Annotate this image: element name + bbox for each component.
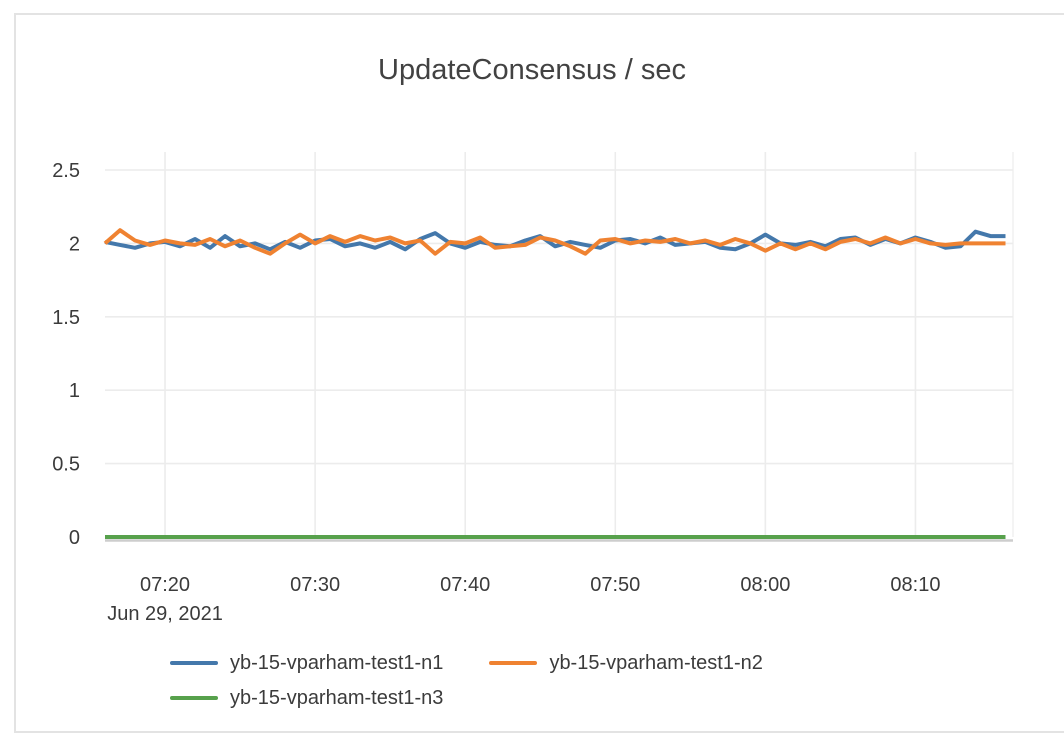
x-tick-label: 07:40 xyxy=(440,574,490,596)
legend-label-n1: yb-15-vparham-test1-n1 xyxy=(230,651,444,674)
x-tick-label: 07:50 xyxy=(590,574,640,596)
x-tick-label: 07:30 xyxy=(290,574,340,596)
legend-item-n2[interactable]: yb-15-vparham-test1-n2 xyxy=(489,646,763,680)
y-tick-label: 0 xyxy=(69,527,80,549)
chart-card xyxy=(14,13,1064,733)
y-tick-label: 1 xyxy=(69,380,80,402)
legend-label-n2: yb-15-vparham-test1-n2 xyxy=(549,651,763,674)
x-tick-label: 07:20 xyxy=(140,574,190,596)
x-tick-label: 08:10 xyxy=(890,574,940,596)
chart-title: UpdateConsensus / sec xyxy=(378,54,686,86)
legend-item-n3[interactable]: yb-15-vparham-test1-n3 xyxy=(170,681,443,715)
legend-swatch-n2 xyxy=(489,661,538,665)
legend-item-n1[interactable]: yb-15-vparham-test1-n1 xyxy=(170,646,443,680)
chart-legend: yb-15-vparham-test1-n1 yb-15-vparham-tes… xyxy=(170,646,894,715)
legend-swatch-n1 xyxy=(170,661,218,665)
legend-swatch-n3 xyxy=(170,696,218,700)
y-tick-label: 2 xyxy=(69,233,80,255)
legend-label-n3: yb-15-vparham-test1-n3 xyxy=(230,686,444,709)
y-tick-label: 0.5 xyxy=(52,454,80,476)
x-axis-date-label: Jun 29, 2021 xyxy=(107,603,223,625)
y-tick-label: 2.5 xyxy=(52,160,80,182)
series-line-2 xyxy=(103,228,1006,256)
y-tick-label: 1.5 xyxy=(52,307,80,329)
x-tick-label: 08:00 xyxy=(740,574,790,596)
